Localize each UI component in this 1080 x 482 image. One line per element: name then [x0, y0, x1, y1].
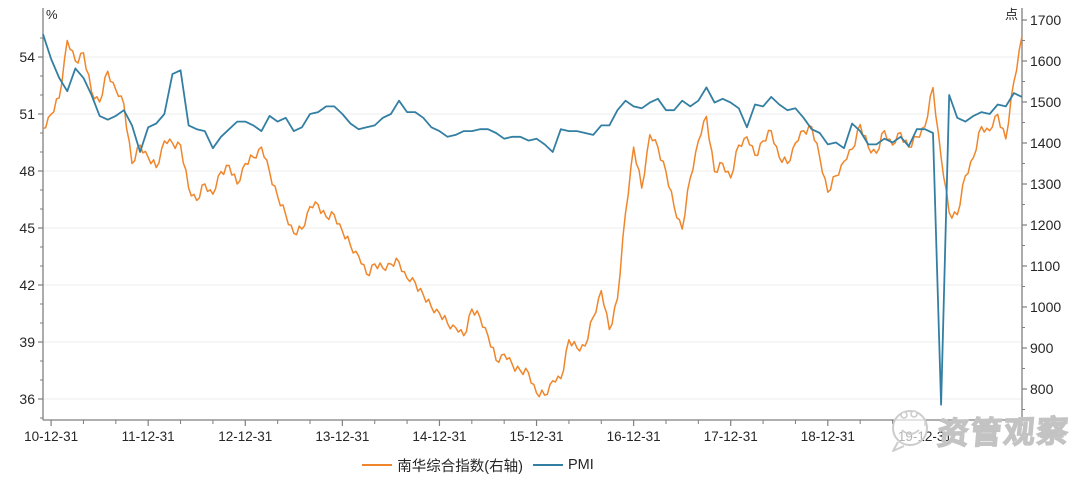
x-axis-tick-label: 18-12-31 [801, 429, 855, 444]
pmi-line-swatch-icon [532, 464, 563, 466]
right-axis-tick-label: 900 [1030, 340, 1054, 356]
left-axis-tick-label: 36 [19, 391, 35, 407]
right-axis-tick-label: 1500 [1030, 94, 1061, 110]
right-axis-tick-label: 1300 [1030, 176, 1061, 192]
left-axis-tick-label: 54 [19, 49, 35, 65]
left-axis-tick-label: 45 [19, 220, 35, 236]
right-axis-tick-label: 800 [1030, 381, 1054, 397]
left-axis-tick-label: 51 [19, 106, 35, 122]
x-axis-tick-label: 17-12-31 [704, 429, 758, 444]
legend-item-pmi: PMI [532, 457, 594, 473]
left-axis-tick-label: 48 [19, 163, 35, 179]
right-axis-tick-label: 1000 [1030, 299, 1061, 315]
right-axis-tick-label: 1400 [1030, 135, 1061, 151]
x-axis-tick-label: 12-12-31 [218, 429, 272, 444]
right-axis-tick-label: 1700 [1030, 12, 1061, 28]
x-axis-tick-label: 11-12-31 [122, 429, 175, 444]
x-axis-tick-label: 13-12-31 [315, 429, 369, 444]
left-axis-tick-label: 39 [19, 334, 35, 350]
pmi-line [42, 33, 1023, 406]
x-axis-tick-label: 16-12-31 [607, 429, 661, 444]
x-axis-tick-label: 10-12-31 [24, 429, 78, 444]
x-axis-tick-label: 14-12-31 [412, 429, 466, 444]
chart-legend: 南华综合指数(右轴) PMI [0, 452, 1018, 478]
right-axis-tick-label: 1200 [1030, 217, 1061, 233]
right-axis-tick-label: 1100 [1030, 258, 1060, 274]
left-axis-tick-label: 42 [19, 277, 35, 293]
right-axis-unit-label: 点 [1005, 7, 1018, 22]
right-axis-tick-label: 1600 [1030, 53, 1061, 69]
legend-item-nanhua: 南华综合指数(右轴) [362, 455, 523, 476]
legend-label-pmi: PMI [567, 457, 594, 473]
x-axis-tick-label: 15-12-31 [510, 429, 564, 444]
x-axis-tick-label: 19-12-31 [898, 429, 952, 444]
nanhua-index-line [42, 36, 1023, 398]
legend-label-nanhua: 南华综合指数(右轴) [397, 458, 523, 475]
nanhua-line-swatch-icon [362, 464, 393, 466]
left-axis-unit-label: % [46, 7, 58, 22]
